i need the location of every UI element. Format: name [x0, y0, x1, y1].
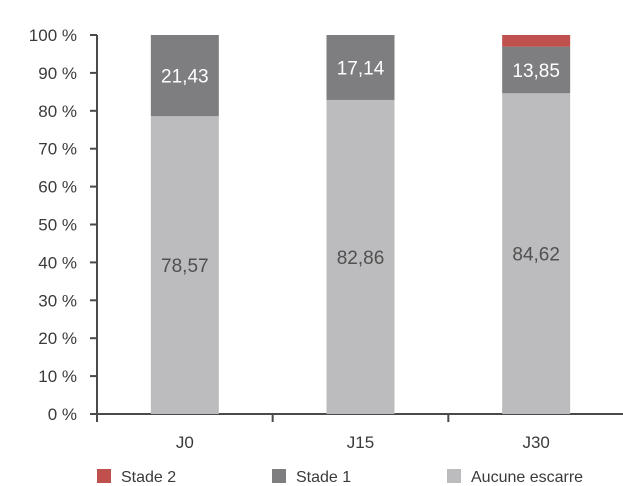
y-tick-label: 30 %	[38, 291, 77, 310]
data-label: 21,43	[161, 67, 209, 88]
data-label: 78,57	[161, 256, 209, 277]
data-label: 84,62	[512, 245, 560, 266]
legend-swatch-stade-2	[97, 469, 111, 483]
y-tick-label: 100 %	[29, 26, 77, 45]
x-tick-label: J0	[176, 433, 194, 452]
y-tick-label: 10 %	[38, 367, 77, 386]
data-label: 13,85	[512, 61, 560, 82]
y-tick-label: 0 %	[48, 405, 77, 424]
bar-stade-1-j30	[502, 46, 571, 94]
y-tick-label: 90 %	[38, 64, 77, 83]
y-tick-label: 80 %	[38, 102, 77, 121]
bar-aucune-escarre-j15	[326, 99, 395, 414]
legend-label-stade-1: Stade 1	[296, 469, 351, 486]
bar-aucune-escarre-j30	[502, 93, 571, 415]
y-tick-label: 60 %	[38, 178, 77, 197]
y-tick-label: 40 %	[38, 253, 77, 272]
legend-swatch-aucune-escarre	[447, 469, 461, 483]
bar-aucune-escarre-j0	[150, 116, 219, 415]
y-tick-label: 70 %	[38, 140, 77, 159]
bar-stade-2-j30	[502, 35, 571, 47]
bar-stade-1-j15	[326, 35, 395, 100]
data-label: 17,14	[337, 58, 385, 79]
data-label: 82,86	[337, 248, 385, 269]
x-tick-label: J15	[347, 433, 374, 452]
y-tick-label: 20 %	[38, 329, 77, 348]
legend-label-aucune-escarre: Aucune escarre	[471, 469, 583, 486]
x-axis: J0 J15 J30	[96, 413, 623, 452]
bars: 78,57 21,43 82,86 17,14 84,62 13,85	[150, 35, 571, 415]
legend: Stade 2 Stade 1 Aucune escarre	[97, 469, 583, 486]
bar-stade-1-j0	[150, 35, 219, 117]
y-tick-label: 50 %	[38, 216, 77, 235]
y-axis: 0 % 10 % 20 % 30 % 40 % 50 % 60 % 70 % 80 % 90 % 1…	[29, 26, 98, 424]
legend-swatch-stade-1	[272, 469, 286, 483]
x-tick-label: J30	[522, 433, 549, 452]
legend-label-stade-2: Stade 2	[121, 469, 176, 486]
